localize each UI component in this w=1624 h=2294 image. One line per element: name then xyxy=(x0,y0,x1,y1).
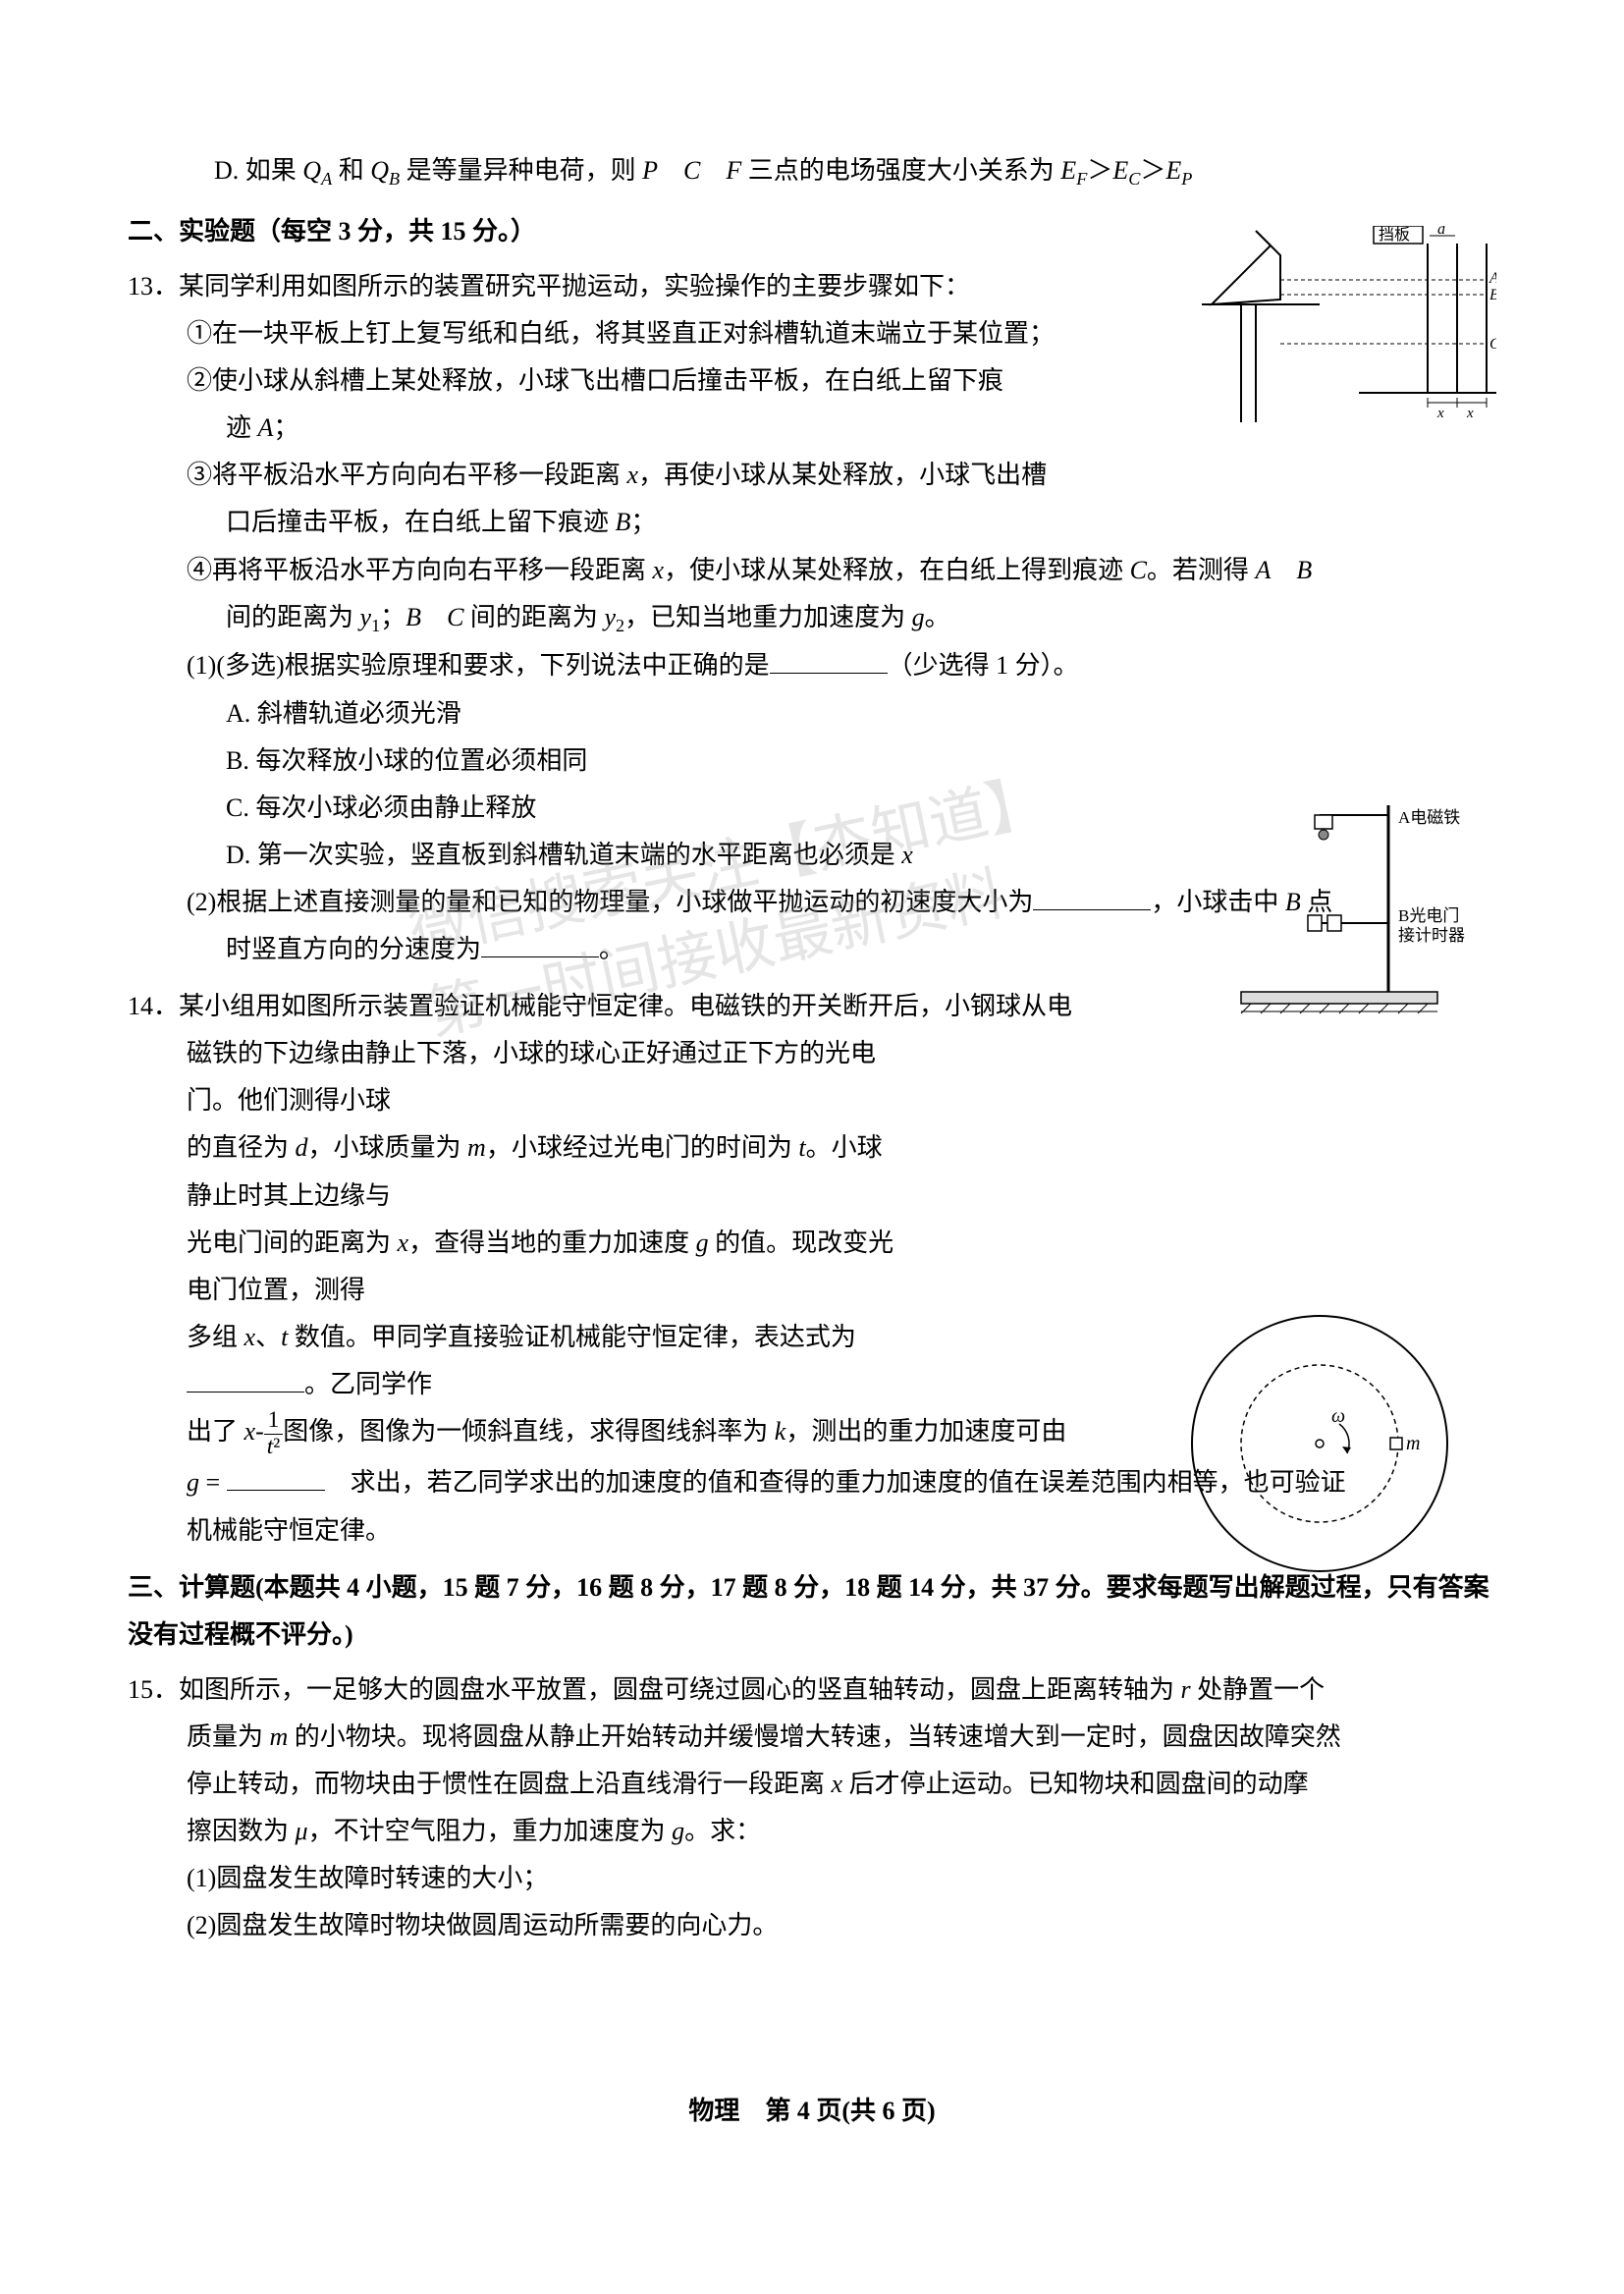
q14-line1: 14．某小组用如图所示装置验证机械能守恒定律。电磁铁的开关断开后，小钢球从电 xyxy=(128,983,1202,1030)
q14-diagram: A电磁铁 B光电门 接计时器 xyxy=(1221,805,1496,1021)
label-x1: x xyxy=(1436,406,1444,421)
label-omega: ω xyxy=(1331,1405,1345,1427)
q14-line4: 光电门间的距离为 x，查得当地的重力加速度 g 的值。现改变光电门位置，测得 xyxy=(128,1220,907,1314)
q14-line2: 磁铁的下边缘由静止下落，小球的球心正好通过正下方的光电门。他们测得小球 xyxy=(128,1030,907,1124)
q13-p1-intro: (1)(多选)根据实验原理和要求，下列说法中正确的是 xyxy=(187,651,770,680)
frac-den: t² xyxy=(264,1435,284,1460)
label-electromagnet: A电磁铁 xyxy=(1398,808,1460,827)
q13-p1-blank[interactable] xyxy=(770,648,888,674)
q14-number: 14． xyxy=(128,992,179,1020)
q15-p2: (2)圆盘发生故障时物块做圆周运动所需要的向心力。 xyxy=(128,1902,1496,1949)
q13-p1: (1)(多选)根据实验原理和要求，下列说法中正确的是 （少选得 1 分）。 xyxy=(128,642,1496,689)
fraction-1-over-t2: 1t² xyxy=(264,1408,284,1459)
q12-option-d: D. 如果 QA 和 QB 是等量异种电荷，则 P C F 三点的电场强度大小关… xyxy=(128,147,1496,196)
q13-step3a: ③将平板沿水平方向向右平移一段距离 x，再使小球从某处释放，小球飞出槽 xyxy=(128,452,1172,499)
q13-step4b: 间的距离为 y1；B C 间的距离为 y2，已知当地重力加速度为 g。 xyxy=(128,594,1496,643)
q15-line4: 擦因数为 μ，不计空气阻力，重力加速度为 g。求： xyxy=(128,1808,1496,1855)
q14-l1: 某小组用如图所示装置验证机械能守恒定律。电磁铁的开关断开后，小钢球从电 xyxy=(179,992,1072,1020)
q13-p1-optB: B. 每次释放小球的位置必须相同 xyxy=(128,737,1496,785)
q14-blank2[interactable] xyxy=(227,1465,325,1491)
label-photogate: B光电门 xyxy=(1398,906,1459,925)
label-timer: 接计时器 xyxy=(1398,926,1465,945)
q13-number: 13． xyxy=(128,272,179,300)
label-C: C xyxy=(1489,336,1496,353)
q13-p2-blank2[interactable] xyxy=(481,932,599,957)
label-x2: x xyxy=(1466,406,1474,421)
q15-p1: (1)圆盘发生故障时转速的大小； xyxy=(128,1855,1496,1902)
q15-line3: 停止转动，而物块由于惯性在圆盘上沿直线滑行一段距离 x 后才停止运动。已知物块和… xyxy=(128,1761,1496,1808)
q13-p2d: 。 xyxy=(599,935,624,963)
q14-blank1[interactable] xyxy=(187,1367,304,1393)
q13-stem-text: 某同学利用如图所示的装置研究平抛运动，实验操作的主要步骤如下： xyxy=(179,272,970,300)
q13-step4a: ④再将平板沿水平方向向右平移一段距离 x，使小球从某处释放，在白纸上得到痕迹 C… xyxy=(128,547,1496,594)
page-footer: 物理 第 4 页(共 6 页) xyxy=(0,2091,1624,2127)
q15-line2: 质量为 m 的小物块。现将圆盘从静止开始转动并缓慢增大转速，当转速增大到一定时，… xyxy=(128,1714,1496,1761)
q13-step1: ①在一块平板上钉上复写纸和白纸，将其竖直正对斜槽轨道末端立于某位置； xyxy=(128,310,1172,357)
q13-p2c: 时竖直方向的分速度为 xyxy=(226,935,481,963)
label-m: m xyxy=(1406,1433,1420,1454)
q13-step3b: 口后撞击平板，在白纸上留下痕迹 B； xyxy=(128,499,1496,546)
q13-p1-tail: （少选得 1 分）。 xyxy=(888,651,1079,680)
label-A: A xyxy=(1489,270,1496,287)
label-dangban: 挡板 xyxy=(1379,226,1410,244)
q15-number: 15． xyxy=(128,1675,179,1704)
q13-p1-optA: A. 斜槽轨道必须光滑 xyxy=(128,690,1496,737)
q13-p2a: (2)根据上述直接测量的量和已知的物理量，小球做平抛运动的初速度大小为 xyxy=(187,888,1033,916)
label-B: B xyxy=(1489,287,1496,303)
q14-line3: 的直径为 d，小球质量为 m，小球经过光电门的时间为 t。小球静止时其上边缘与 xyxy=(128,1124,907,1219)
q15-diagram: ω m xyxy=(1182,1306,1457,1581)
label-d: d xyxy=(1437,226,1446,238)
frac-num: 1 xyxy=(264,1408,284,1435)
q13-p2-blank1[interactable] xyxy=(1033,885,1151,910)
question-15: 15．如图所示，一足够大的圆盘水平放置，圆盘可绕过圆心的竖直轴转动，圆盘上距离转… xyxy=(128,1666,1496,1950)
q14-line5: 多组 x、t 数值。甲同学直接验证机械能守恒定律，表达式为。乙同学作 xyxy=(128,1314,907,1408)
q15-line1: 15．如图所示，一足够大的圆盘水平放置，圆盘可绕过圆心的竖直轴转动，圆盘上距离转… xyxy=(128,1666,1496,1714)
q13-diagram: 挡板 d A B C x x xyxy=(1202,226,1496,422)
q13-step2a: ②使小球从斜槽上某处释放，小球飞出槽口后撞击平板，在白纸上留下痕 xyxy=(128,357,1172,405)
